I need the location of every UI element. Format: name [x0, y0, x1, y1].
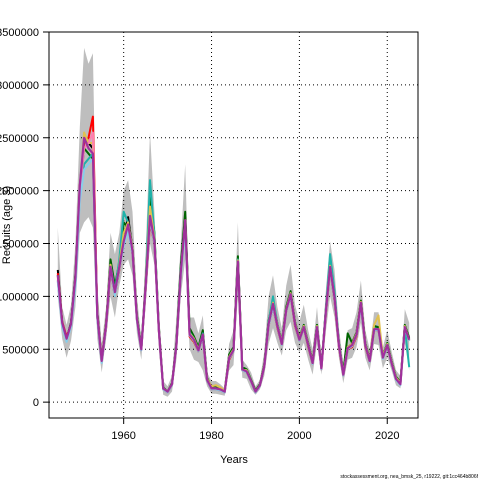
y-tick-label: 2500000 — [0, 133, 39, 145]
series-layer — [56, 115, 411, 394]
y-tick-label: 1000000 — [0, 291, 39, 303]
y-tick-label: 500000 — [2, 344, 39, 356]
footer-credit: stockassessment.org, nea_bmsk_25, r19222… — [340, 474, 478, 480]
x-axis-title: Years — [220, 454, 248, 466]
series-line-8 — [56, 136, 411, 393]
x-tick-label: 1980 — [199, 430, 223, 442]
y-axis-title: Recruits (age 3) — [1, 186, 13, 264]
x-tick-label: 1960 — [111, 430, 135, 442]
x-tick-label: 2000 — [287, 430, 311, 442]
x-axis: 1960 1980 2000 2020 — [111, 418, 399, 442]
y-axis: 0 500000 1000000 1500000 2000000 2500000 30000… — [0, 27, 49, 409]
y-tick-label: 3000000 — [0, 80, 39, 92]
plot-frame — [48, 31, 419, 419]
y-tick-label: 0 — [33, 397, 39, 409]
y-tick-label: 2000000 — [0, 186, 39, 198]
y-tick-label: 3500000 — [0, 27, 39, 39]
y-tick-label: 1500000 — [0, 239, 39, 251]
x-tick-label: 2020 — [375, 430, 399, 442]
